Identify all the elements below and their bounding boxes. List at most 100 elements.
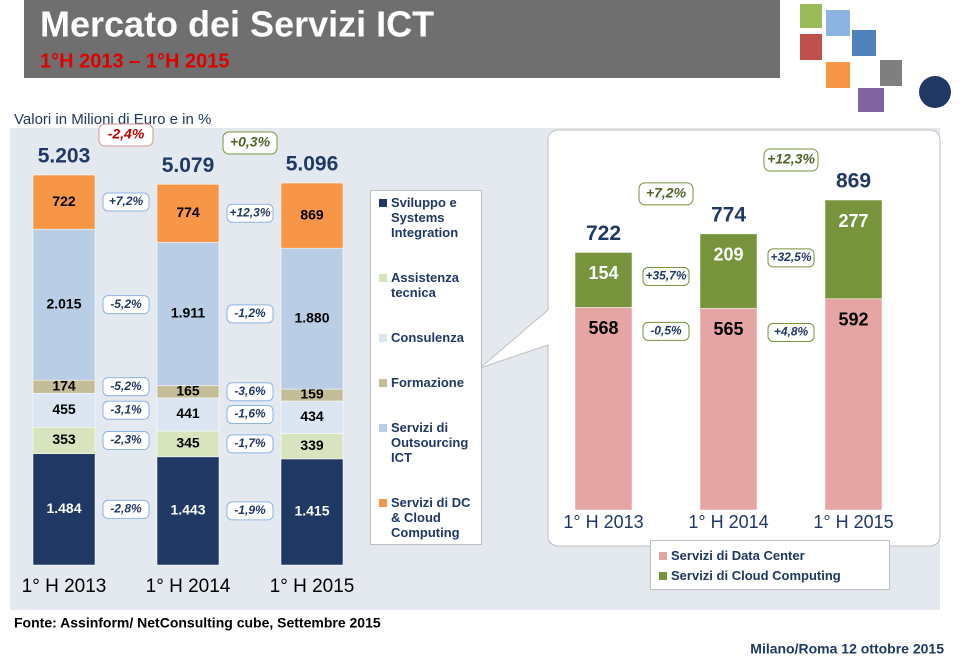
change-label: -1,2% [234,306,266,320]
legend-item: Sviluppo e Systems Integration [377,195,475,240]
change-box [226,404,274,424]
total-change-label: +7,2% [646,185,687,201]
x-tick-label: 1° H 2013 [563,512,643,532]
logo [800,4,951,112]
change-label: -1,6% [234,407,266,421]
bar-segment [32,228,96,381]
change-label: -2,3% [110,433,142,447]
total-change-box [98,123,154,147]
data-label: 722 [52,193,76,209]
legend: Sviluppo e Systems Integration Assistenza… [370,190,482,545]
legend-item: Assistenza tecnica [377,270,475,300]
legend-item: Servizi di Outsourcing ICT [377,420,475,465]
note: Valori in Milioni di Euro e in % [14,111,211,128]
bar-segment [32,392,96,428]
legend-item: Consulenza [377,330,475,345]
data-label: 2.015 [46,295,81,311]
change-label: -1,7% [234,436,266,450]
change-box [102,192,150,212]
legend-swatch [379,499,387,507]
total-label: 774 [711,203,746,226]
bar-segment [280,182,344,249]
data-label: 353 [52,431,76,447]
bar-segment [574,252,633,308]
total-change-box [763,148,819,172]
change-label: -1,9% [234,503,266,517]
change-box [102,295,150,315]
data-label: 174 [52,377,76,393]
legend: Servizi di Data Center Servizi di Cloud C… [650,540,890,590]
change-label: +12,3% [229,205,270,219]
data-label: 209 [713,245,743,265]
data-label: 339 [300,437,324,453]
legend-label: Servizi di Data Center [671,547,805,563]
change-box [102,400,150,420]
legend-label: Consulenza [391,330,464,345]
bar-segment [280,458,344,566]
title-bar [24,0,780,78]
change-box [642,321,690,341]
change-box [767,322,815,342]
data-label: 869 [300,206,324,222]
legend-label: Sviluppo e Systems Integration [391,195,459,240]
x-tick-label: 1° H 2015 [813,512,893,532]
data-label: 1.415 [294,503,329,519]
x-tick-label: 1° H 2013 [22,576,107,597]
data-label: 165 [176,382,200,398]
change-box [102,499,150,519]
change-label: +35,7% [645,269,686,283]
change-box [767,248,815,268]
change-box [102,377,150,397]
bar-segment [699,308,758,511]
x-tick-label: 1° H 2014 [688,512,768,532]
bar-segment [32,427,96,455]
data-label: 1.911 [171,305,205,321]
x-tick-label: 1° H 2014 [146,576,231,597]
change-box [226,203,274,223]
title: Mercato dei Servizi ICT [40,4,434,45]
data-label: 774 [176,204,200,220]
bar-segment [156,456,220,566]
data-label: 565 [713,319,743,339]
data-label: 159 [300,386,324,402]
total-change-label: +0,3% [230,134,271,150]
change-label: -2,8% [110,502,142,516]
date: Milano/Roma 12 ottobre 2015 [750,641,944,657]
legend-label: Assistenza tecnica [391,270,459,300]
total-change-label: -2,4% [108,126,145,142]
change-box [226,304,274,324]
bar-segment [32,453,96,566]
data-label: 154 [588,263,618,283]
data-label: 434 [300,408,324,424]
legend-item: Servizi di Cloud Computing [657,568,883,583]
bar-segment [824,199,883,300]
legend-label: Servizi di Cloud Computing [671,567,841,583]
change-label: -5,2% [110,379,142,393]
data-label: 1.880 [294,309,329,325]
legend-swatch [379,379,387,387]
source: Fonte: Assinform/ NetConsulting cube, Se… [14,615,381,631]
bar-segment [156,397,220,432]
data-label: 277 [838,211,868,231]
x-tick-label: 1° H 2015 [270,576,355,597]
legend-label: Servizi di Outsourcing ICT [391,420,469,465]
change-box [102,431,150,451]
bar-segment [280,400,344,434]
change-label: -5,2% [110,297,142,311]
bar-segment [156,242,220,386]
data-label: 1.443 [170,502,205,518]
bar-segment [156,430,220,458]
change-box [226,434,274,454]
change-label: -3,1% [110,402,142,416]
change-label: -0,5% [650,324,682,338]
total-label: 722 [586,222,621,245]
bar-segment [824,298,883,511]
change-box [642,266,690,286]
total-change-label: +12,3% [767,151,815,167]
bar-segment [699,233,758,309]
change-label: -3,6% [234,384,266,398]
data-label: 345 [176,435,200,451]
change-label: +4,8% [774,325,809,339]
data-label: 592 [838,310,868,330]
